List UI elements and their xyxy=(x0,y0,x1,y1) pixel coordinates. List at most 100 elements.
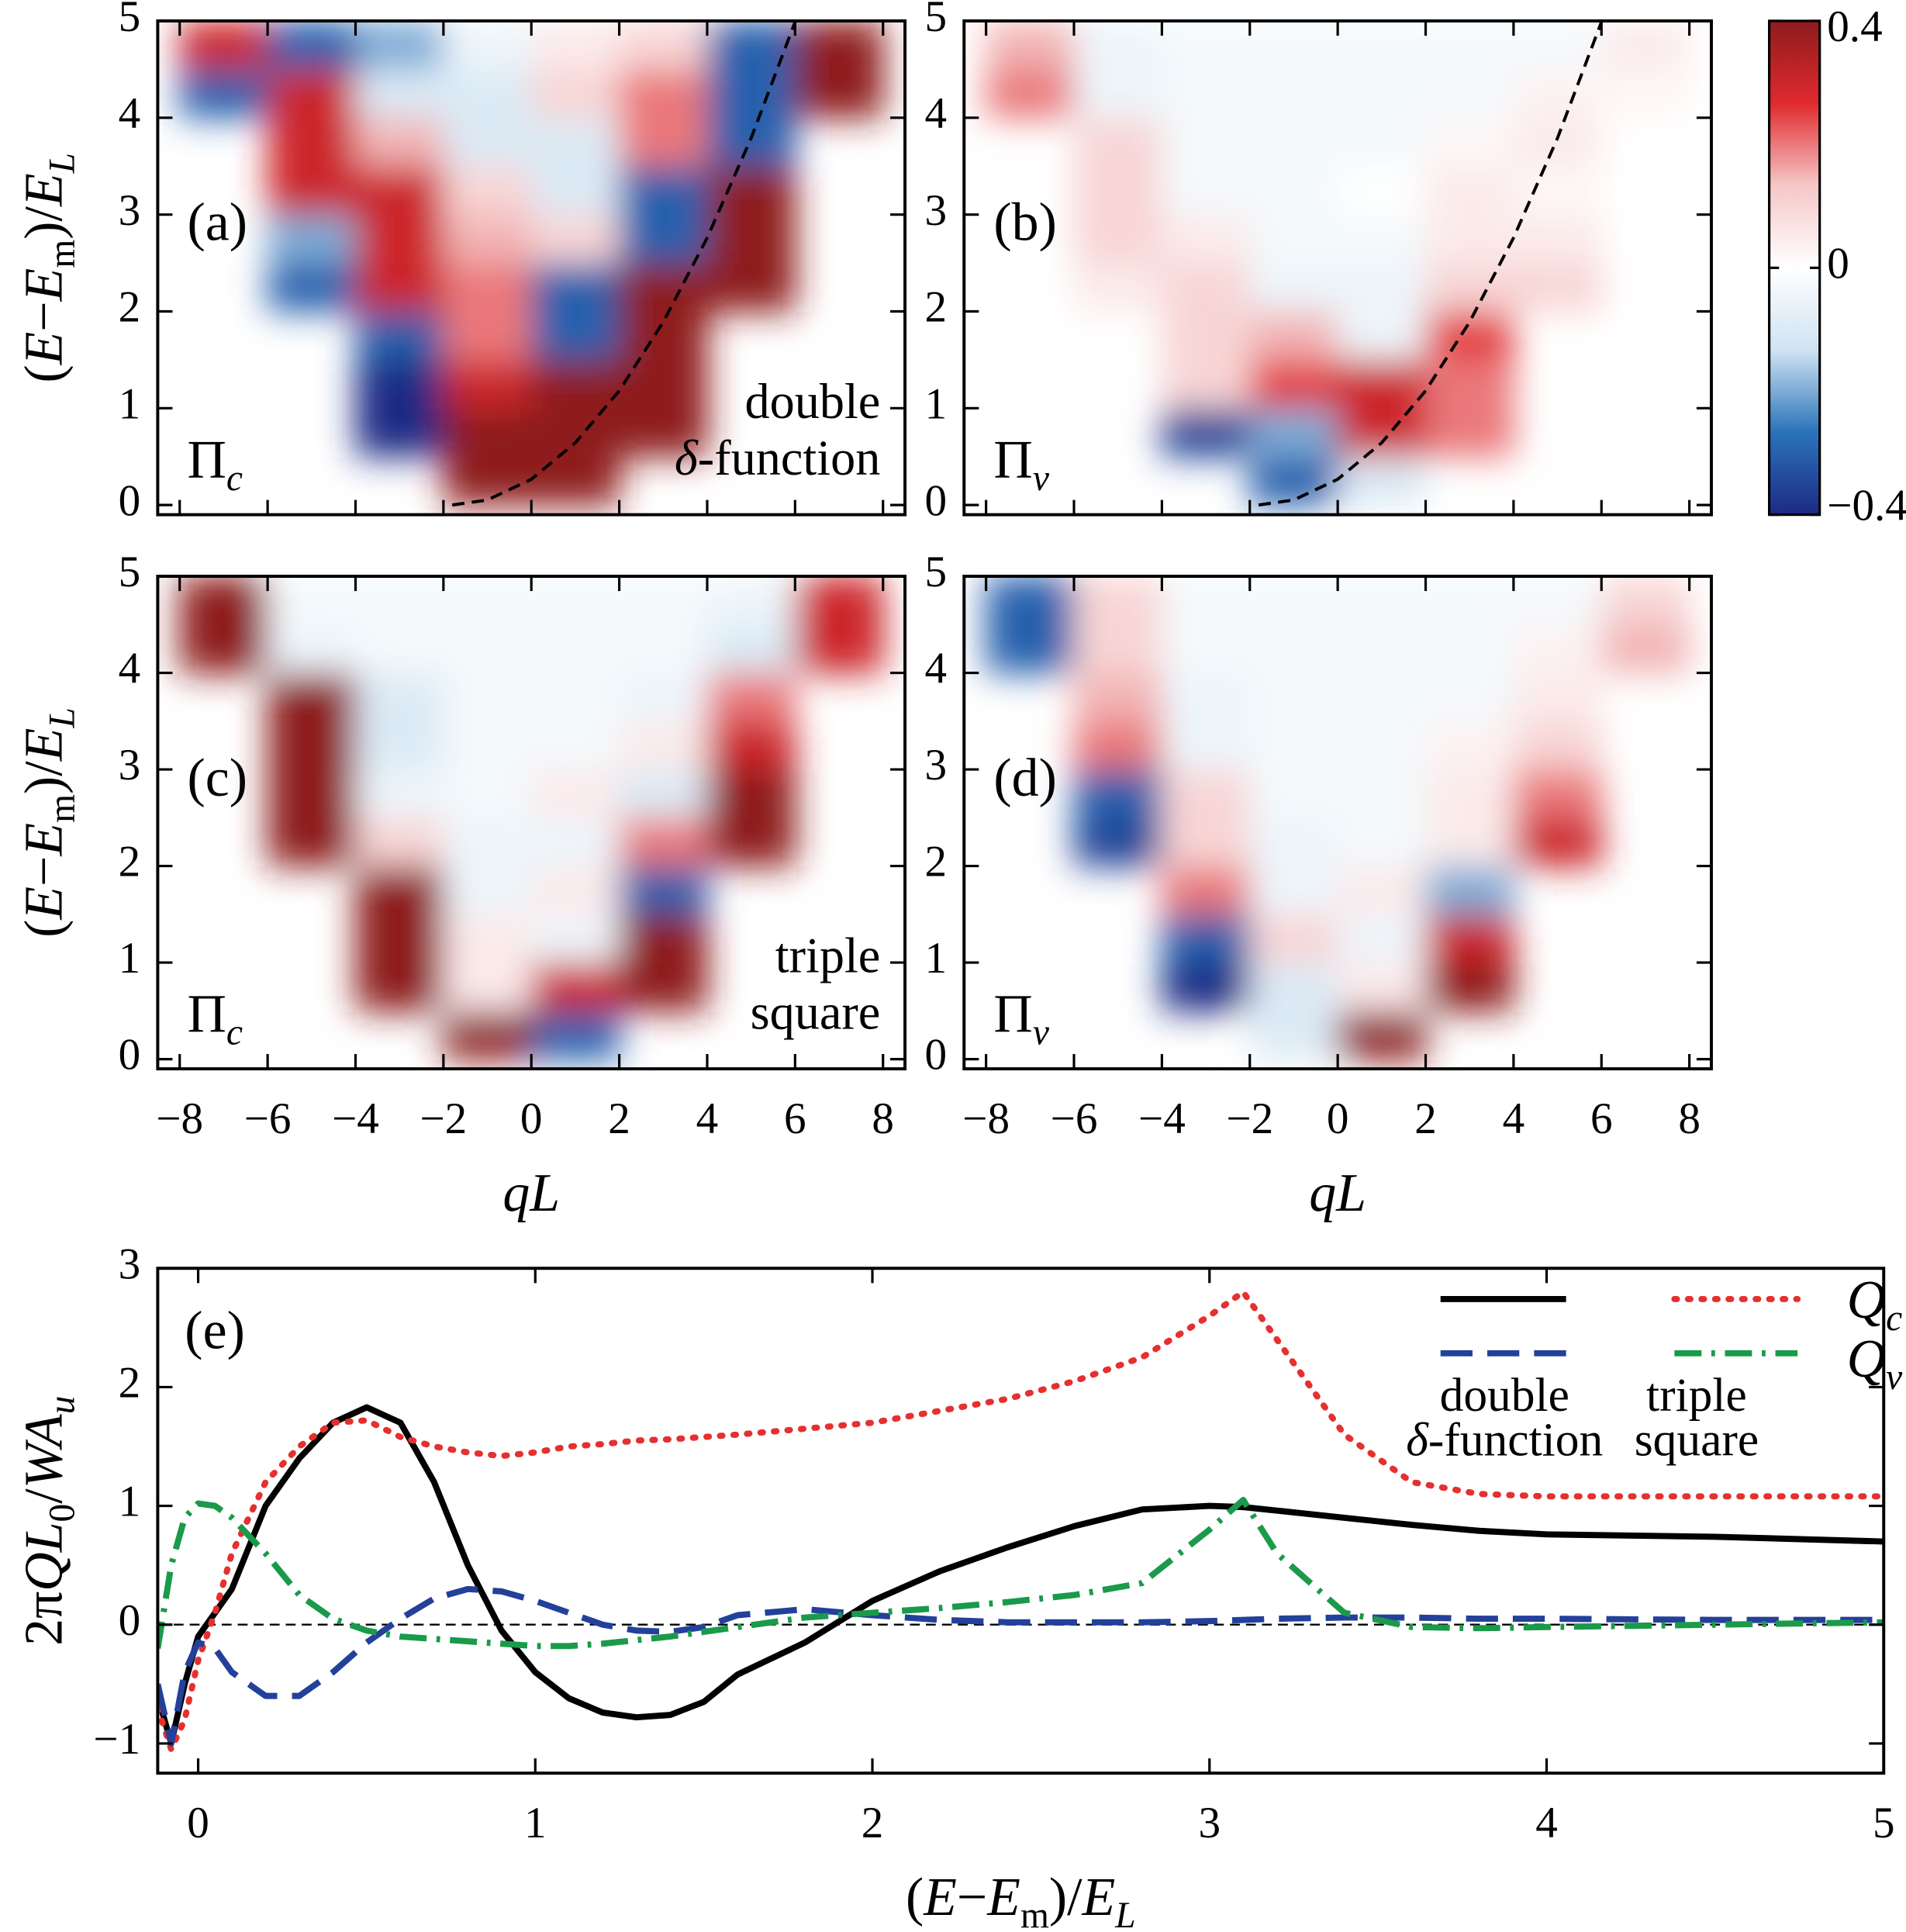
heatmap-cell xyxy=(1074,817,1163,867)
heatmap-cell xyxy=(1162,214,1251,264)
y-tick-label: 1 xyxy=(119,1478,141,1526)
heatmap-cell xyxy=(1338,117,1427,168)
heatmap-cell xyxy=(268,263,357,313)
heatmap-cell xyxy=(619,263,708,313)
heatmap-cell xyxy=(619,117,708,168)
heatmap-cell xyxy=(355,69,444,119)
heatmap-cell xyxy=(355,166,444,216)
heatmap-cell xyxy=(1513,672,1603,722)
x-tick-label: 1 xyxy=(524,1799,547,1847)
heatmap-cell xyxy=(619,914,708,963)
heatmap-cell xyxy=(1162,866,1251,915)
heatmap-cell xyxy=(443,214,533,264)
dashed-curve xyxy=(451,21,797,507)
heatmap-cell xyxy=(268,624,357,674)
text-part: )/ xyxy=(15,206,74,239)
panel-label: (c) xyxy=(187,748,247,808)
x-tick-label: 6 xyxy=(784,1094,806,1143)
text-part: QL xyxy=(15,1522,74,1591)
text-part: qL xyxy=(1309,1163,1366,1223)
text-part: m xyxy=(1020,1896,1049,1932)
x-tick-label: 0 xyxy=(187,1799,209,1847)
heatmap-cell xyxy=(355,672,444,722)
heatmap-cell xyxy=(531,963,620,1012)
heatmap-cell xyxy=(1338,576,1427,626)
heatmap-cell xyxy=(1249,817,1338,867)
text-part: δ xyxy=(1406,1413,1429,1466)
heatmap-cell xyxy=(443,408,533,458)
y-axis-label: (E−Em)/EL xyxy=(15,707,83,938)
heatmap-cell xyxy=(1601,69,1690,119)
heatmap-cell xyxy=(706,69,796,119)
heatmap-cell xyxy=(619,166,708,216)
heatmap-cell xyxy=(443,311,533,361)
heatmap-cell xyxy=(1425,117,1514,168)
heatmap-cell xyxy=(1425,576,1514,626)
heatmap-cell xyxy=(1338,866,1427,915)
heatmap-cell xyxy=(619,672,708,722)
x-tick-label: 2 xyxy=(1414,1094,1437,1143)
heatmap-cell xyxy=(1513,214,1603,264)
heatmap-cell xyxy=(1513,817,1603,867)
heatmap-cell xyxy=(1338,963,1427,1012)
x-tick-label: −8 xyxy=(962,1094,1010,1143)
heatmap-cell xyxy=(1249,408,1338,458)
text-part: E xyxy=(15,173,74,207)
y-tick-label: 5 xyxy=(119,548,141,596)
text-part: )/ xyxy=(15,761,74,794)
text-part: c xyxy=(226,1012,243,1052)
heatmap-cell xyxy=(179,576,268,626)
heatmap xyxy=(986,20,1690,507)
heatmap-cell xyxy=(1338,166,1427,216)
text-part: v xyxy=(1886,1357,1903,1398)
heatmap-cell xyxy=(1249,963,1338,1012)
text-part: E xyxy=(15,268,74,302)
heatmap-cell xyxy=(268,117,357,168)
heatmap-cell xyxy=(1074,624,1163,674)
heatmap-cell xyxy=(1513,721,1603,770)
panel-label: (d) xyxy=(993,748,1056,808)
y-tick-label: 1 xyxy=(119,379,141,428)
colorbar-tick-label: −0.4 xyxy=(1827,481,1906,530)
heatmap-cell xyxy=(355,214,444,264)
y-axis-label: (E−Em)/EL xyxy=(15,153,83,383)
heatmap-cell xyxy=(619,69,708,119)
text-part: c xyxy=(226,458,243,499)
text-part: WA xyxy=(15,1414,74,1488)
y-tick-label: 3 xyxy=(119,1239,141,1288)
heatmap-cell xyxy=(268,817,357,867)
heatmap-cell xyxy=(1513,576,1603,626)
heatmap-cell xyxy=(268,20,357,71)
heatmap-cell xyxy=(795,576,884,626)
heatmap-cell xyxy=(443,721,533,770)
text-part: ( xyxy=(15,365,74,382)
heatmap-cell xyxy=(1338,69,1427,119)
heatmap-cell xyxy=(1425,963,1514,1012)
heatmap-cell xyxy=(1513,117,1603,168)
heatmap-cell xyxy=(531,1011,620,1060)
heatmap-cell xyxy=(619,408,708,458)
heatmap-cell xyxy=(1425,214,1514,264)
x-tick-label: −4 xyxy=(332,1094,379,1143)
heatmap-cell xyxy=(179,624,268,674)
heatmap-cell xyxy=(1162,721,1251,770)
x-tick-label: 2 xyxy=(608,1094,630,1143)
heatmap-cell xyxy=(1074,769,1163,819)
text-part: Π xyxy=(187,430,226,490)
heatmap-cell xyxy=(443,866,533,915)
heatmap-cell xyxy=(1425,672,1514,722)
heatmap-cell xyxy=(1601,20,1690,71)
x-tick-label: −2 xyxy=(1226,1094,1273,1143)
x-axis-label: qL xyxy=(1309,1163,1366,1223)
y-tick-label: 0 xyxy=(924,1031,947,1080)
x-tick-label: 8 xyxy=(872,1094,894,1143)
legend-column-label: triple xyxy=(1646,1369,1747,1422)
heatmap-cell xyxy=(1249,69,1338,119)
heatmap-cell xyxy=(1162,359,1251,410)
series-line xyxy=(157,1288,1884,1753)
x-tick-label: −2 xyxy=(420,1094,467,1143)
heatmap-cell xyxy=(355,359,444,410)
heatmap-cell xyxy=(531,866,620,915)
heatmap-cell xyxy=(355,963,444,1012)
heatmap-cell xyxy=(1338,456,1427,506)
